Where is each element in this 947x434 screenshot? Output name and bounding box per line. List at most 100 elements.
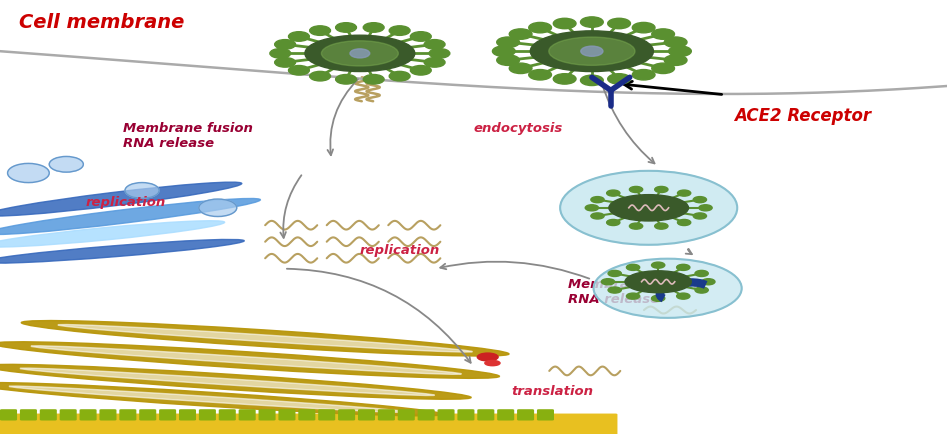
Ellipse shape — [0, 383, 443, 416]
FancyBboxPatch shape — [318, 409, 335, 421]
Circle shape — [607, 220, 620, 226]
Circle shape — [608, 287, 621, 293]
FancyBboxPatch shape — [0, 414, 617, 434]
Circle shape — [693, 214, 706, 220]
Text: Membrane fusion
RNA release: Membrane fusion RNA release — [123, 122, 253, 149]
FancyBboxPatch shape — [99, 409, 116, 421]
Ellipse shape — [9, 386, 407, 412]
FancyBboxPatch shape — [60, 409, 77, 421]
Circle shape — [8, 164, 49, 183]
Ellipse shape — [31, 346, 461, 375]
FancyBboxPatch shape — [0, 409, 17, 421]
Ellipse shape — [0, 221, 224, 247]
FancyBboxPatch shape — [179, 409, 196, 421]
FancyBboxPatch shape — [40, 409, 57, 421]
Circle shape — [492, 47, 515, 57]
FancyBboxPatch shape — [259, 409, 276, 421]
Circle shape — [664, 38, 687, 48]
Circle shape — [654, 224, 668, 230]
Circle shape — [601, 279, 615, 285]
Circle shape — [695, 287, 708, 293]
Circle shape — [608, 19, 631, 30]
Circle shape — [424, 59, 445, 68]
Circle shape — [553, 19, 576, 30]
Text: endocytosis: endocytosis — [474, 122, 563, 135]
FancyBboxPatch shape — [338, 409, 355, 421]
FancyBboxPatch shape — [80, 409, 97, 421]
FancyBboxPatch shape — [298, 409, 315, 421]
Text: ACE2 Receptor: ACE2 Receptor — [734, 106, 871, 124]
Circle shape — [310, 72, 331, 82]
FancyBboxPatch shape — [159, 409, 176, 421]
Text: Cell membrane: Cell membrane — [19, 13, 185, 32]
FancyBboxPatch shape — [219, 409, 236, 421]
Circle shape — [275, 40, 295, 50]
Circle shape — [310, 27, 331, 36]
Circle shape — [591, 214, 604, 220]
Circle shape — [364, 76, 384, 85]
Circle shape — [49, 157, 83, 173]
Circle shape — [633, 23, 655, 34]
Circle shape — [608, 271, 621, 277]
FancyBboxPatch shape — [477, 409, 494, 421]
Text: Membrane fusion
RNA release: Membrane fusion RNA release — [568, 278, 698, 306]
FancyBboxPatch shape — [20, 409, 37, 421]
Circle shape — [553, 75, 576, 85]
Circle shape — [389, 72, 410, 82]
Circle shape — [424, 40, 445, 50]
Circle shape — [626, 293, 639, 299]
Circle shape — [270, 49, 291, 59]
Circle shape — [664, 56, 687, 66]
Circle shape — [335, 76, 356, 85]
Circle shape — [654, 187, 668, 193]
Circle shape — [275, 59, 295, 68]
Circle shape — [509, 30, 532, 40]
FancyBboxPatch shape — [517, 409, 534, 421]
Circle shape — [591, 197, 604, 203]
FancyBboxPatch shape — [457, 409, 474, 421]
Circle shape — [509, 64, 532, 74]
Circle shape — [289, 33, 310, 42]
Ellipse shape — [477, 353, 498, 361]
Ellipse shape — [609, 195, 688, 221]
Circle shape — [669, 47, 691, 57]
Circle shape — [695, 271, 708, 277]
Circle shape — [497, 56, 520, 66]
Ellipse shape — [305, 36, 415, 72]
Circle shape — [677, 191, 690, 197]
Circle shape — [585, 205, 599, 211]
Text: translation: translation — [511, 384, 594, 397]
Ellipse shape — [549, 38, 634, 66]
Circle shape — [676, 265, 689, 271]
Circle shape — [677, 220, 690, 226]
Ellipse shape — [321, 42, 399, 67]
Ellipse shape — [58, 325, 473, 352]
Ellipse shape — [625, 271, 691, 293]
Ellipse shape — [0, 342, 499, 378]
Circle shape — [693, 197, 706, 203]
FancyBboxPatch shape — [278, 409, 295, 421]
Circle shape — [528, 23, 551, 34]
FancyBboxPatch shape — [418, 409, 435, 421]
Circle shape — [429, 49, 450, 59]
Circle shape — [581, 47, 603, 57]
Circle shape — [528, 70, 551, 81]
Circle shape — [608, 75, 631, 85]
Circle shape — [627, 265, 640, 271]
Ellipse shape — [530, 32, 653, 72]
FancyBboxPatch shape — [139, 409, 156, 421]
Circle shape — [676, 293, 689, 299]
Circle shape — [410, 33, 431, 42]
Circle shape — [702, 279, 715, 285]
FancyBboxPatch shape — [497, 409, 514, 421]
Ellipse shape — [0, 240, 244, 263]
Circle shape — [699, 205, 712, 211]
FancyBboxPatch shape — [199, 409, 216, 421]
FancyBboxPatch shape — [438, 409, 455, 421]
Circle shape — [652, 30, 674, 40]
FancyBboxPatch shape — [358, 409, 375, 421]
Ellipse shape — [561, 171, 738, 245]
Circle shape — [350, 50, 369, 59]
FancyBboxPatch shape — [239, 409, 256, 421]
Ellipse shape — [22, 321, 509, 356]
